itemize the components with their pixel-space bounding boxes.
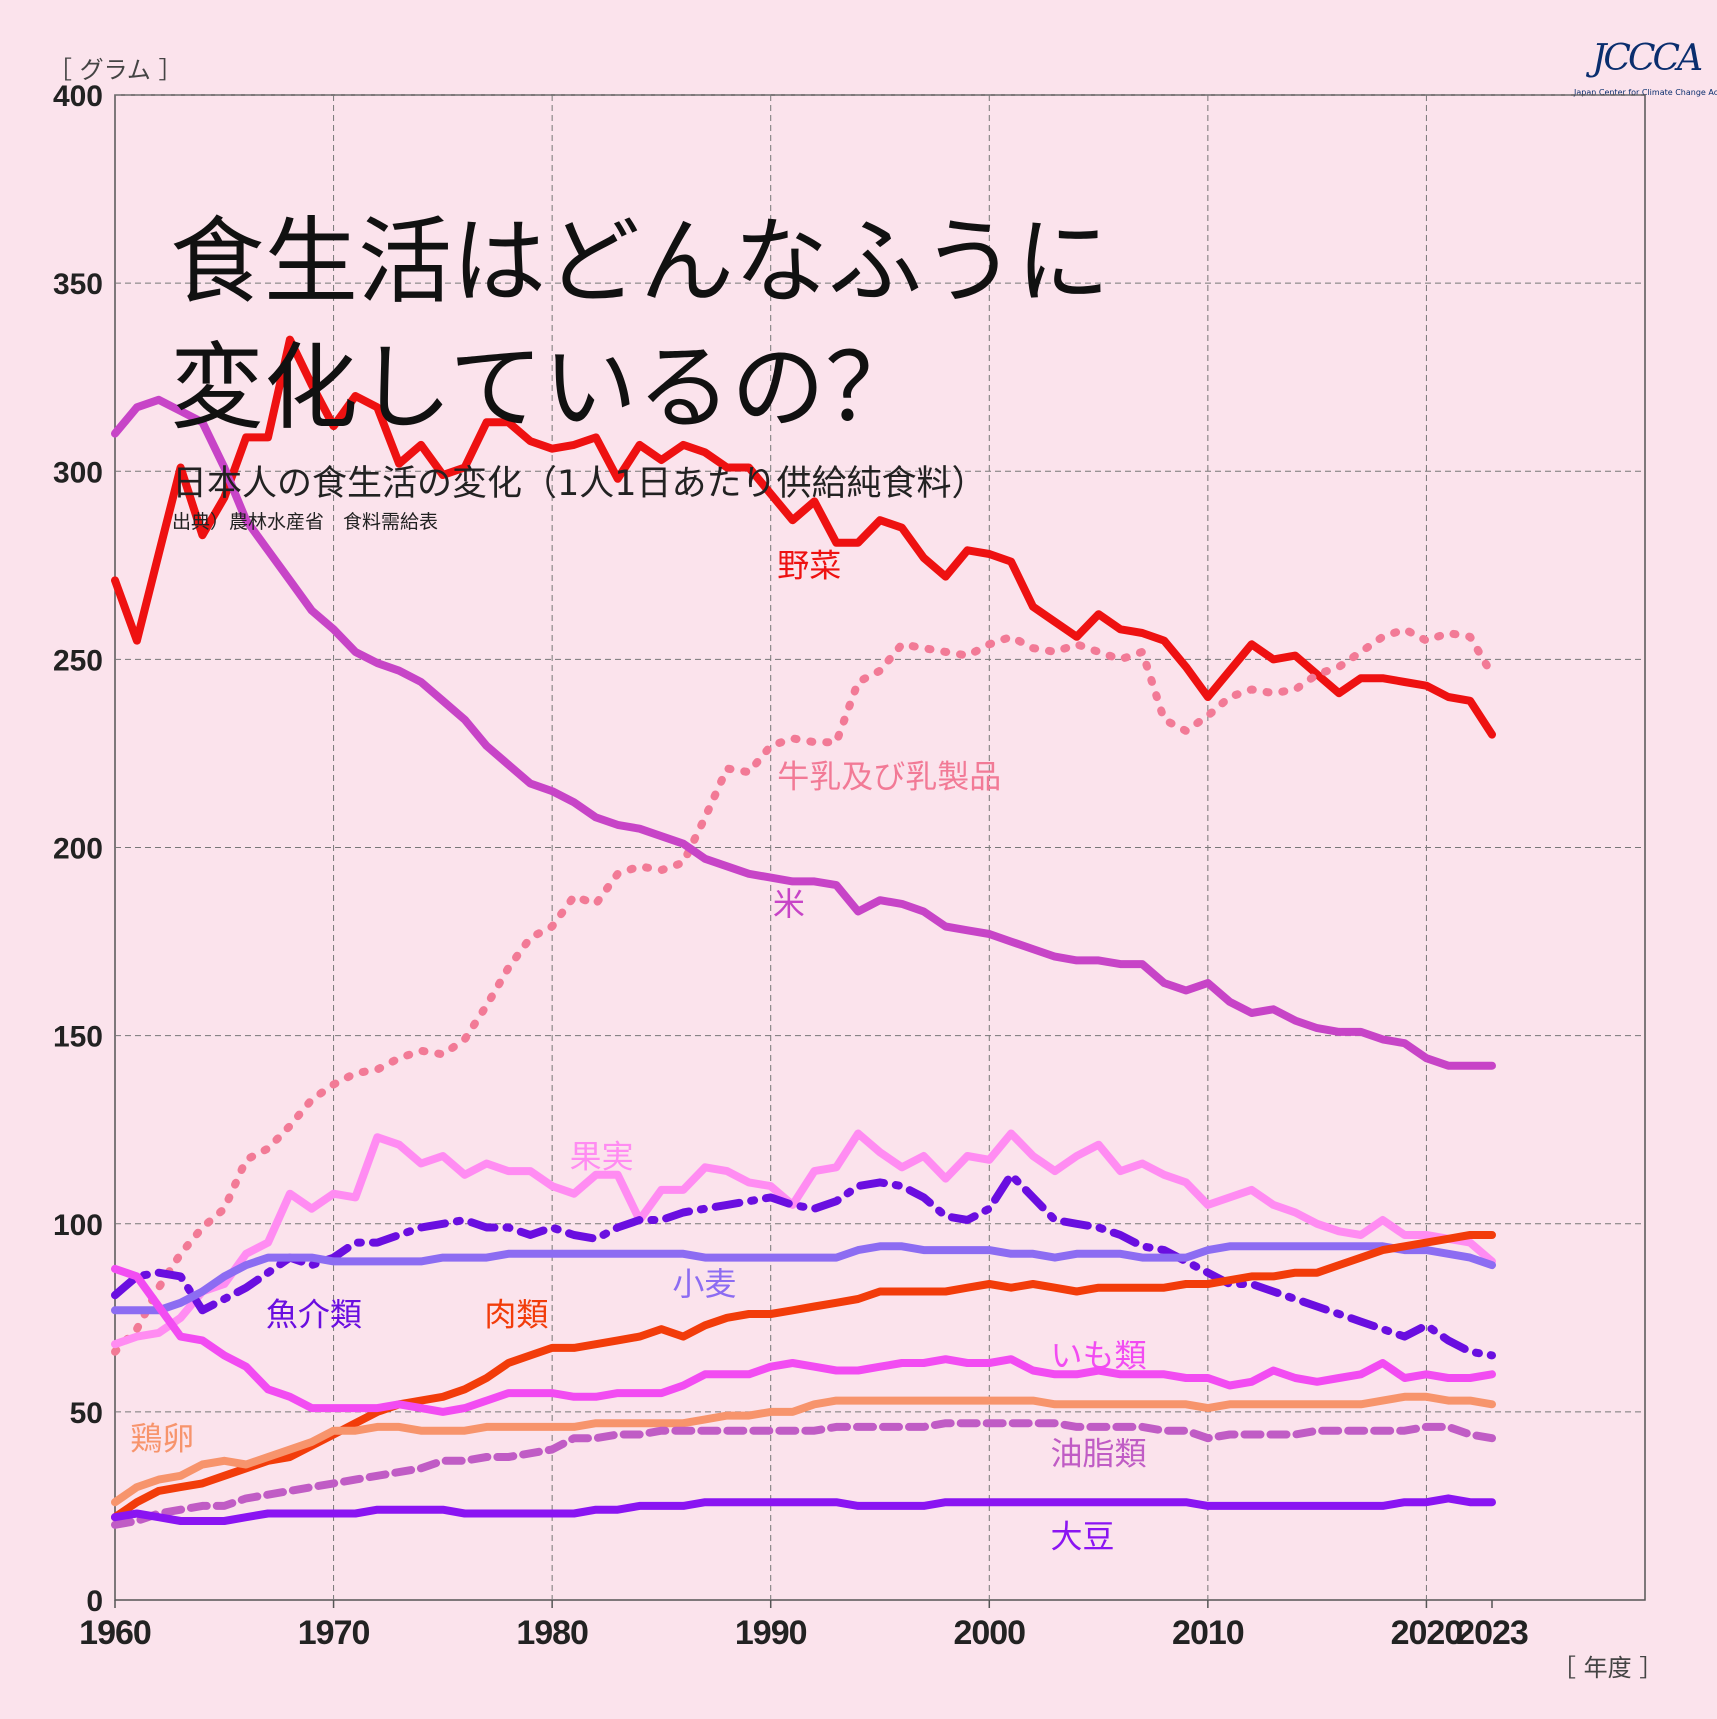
x-tick-label: 2010 [1172,1614,1244,1652]
series-label-いも類: いも類 [1050,1337,1146,1375]
title-line-2: 変化しているの？ [170,334,920,443]
series-line-魚介類 [111,1170,1496,1360]
y-tick-label: 300 [53,456,103,489]
y-tick-label: 100 [53,1209,103,1242]
series-label-大豆: 大豆 [1050,1517,1114,1555]
series-label-小麦: 小麦 [672,1265,736,1303]
series-line-牛乳及び乳製品 [111,625,1496,1356]
series-line-いも類 [111,1264,1496,1416]
x-tick-label: 2000 [953,1614,1025,1652]
series-line-小麦 [111,1242,1496,1315]
series-line-米 [111,395,1496,1070]
title-line-1: 食生活はどんなふうに [170,208,1111,317]
y-tick-label: 350 [53,268,103,301]
series-label-鶏卵: 鶏卵 [130,1420,194,1458]
jccca-logo: JCCCA Japan Center for Climate Change Ac… [1562,38,1717,100]
source-note: 出典）農林水産省 食料需給表 [172,511,439,533]
y-tick-label: 0 [86,1585,103,1618]
series-line-大豆 [111,1494,1496,1525]
y-tick-label: 50 [70,1397,103,1430]
series-line-鶏卵 [111,1392,1496,1507]
x-tick-label: 1990 [735,1614,807,1652]
x-tick-label: 1980 [516,1614,588,1652]
y-axis-unit: ［ グラム ］ [48,56,183,84]
y-tick-label: 400 [53,80,103,113]
x-axis-unit: ［ 年度 ］ [1552,1654,1664,1682]
series-label-野菜: 野菜 [777,547,841,585]
chart-subtitle: 日本人の食生活の変化（1人1日あたり供給純食料） [172,464,987,504]
series-label-果実: 果実 [570,1137,634,1175]
series-label-肉類: 肉類 [484,1295,548,1333]
series-label-牛乳及び乳製品: 牛乳及び乳製品 [777,757,1001,795]
x-tick-label: 1970 [298,1614,370,1652]
series-line-野菜 [111,335,1496,739]
series-label-油脂類: 油脂類 [1050,1435,1146,1473]
logo-subtext: Japan Center for Climate Change Actions [1574,88,1717,97]
page-title: 食生活はどんなふうに 変化しているの？ [170,200,1110,452]
series-label-魚介類: 魚介類 [266,1295,362,1333]
x-tick-label: 2023 [1456,1614,1528,1652]
y-tick-label: 250 [53,644,103,677]
series-label-米: 米 [773,885,805,923]
y-tick-label: 200 [53,833,103,866]
x-tick-label: 1960 [79,1614,151,1652]
series-line-果実 [111,1129,1496,1349]
y-tick-label: 150 [53,1021,103,1054]
x-tick-label: 2020 [1391,1614,1463,1652]
logo-text: JCCCA [1592,38,1703,79]
series-line-油脂類 [111,1419,1496,1529]
